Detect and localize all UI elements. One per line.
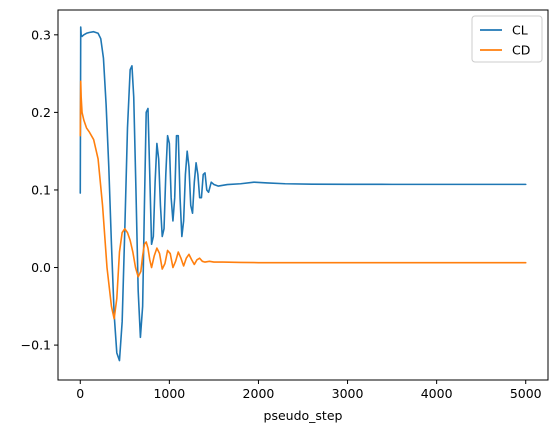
legend: CL CD [471,15,543,63]
x-tick-label: 4000 [421,386,453,401]
series-layer [79,26,527,362]
series-line-cl [79,26,527,362]
x-axis: 0 1000 2000 3000 4000 5000 [76,380,542,401]
plot-area [57,9,549,381]
y-tick-label: 0.2 [31,105,51,120]
y-tick-label: 0.1 [31,182,51,197]
legend-label-cl: CL [512,23,528,38]
y-tick-label: −0.1 [21,338,51,353]
x-tick-label: 0 [76,386,84,401]
x-axis-title: pseudo_step [264,408,343,423]
x-tick-label: 2000 [243,386,275,401]
x-tick-label: 5000 [510,386,542,401]
y-tick-label: 0.0 [31,260,51,275]
y-tick-label: 0.3 [31,27,51,42]
x-tick-label: 3000 [332,386,364,401]
y-axis: −0.1 0.0 0.1 0.2 0.3 [21,27,58,353]
plot-frame [57,9,549,381]
legend-box [471,15,543,63]
x-tick-label: 1000 [153,386,185,401]
series-line-cd [79,80,527,320]
legend-label-cd: CD [512,43,530,58]
